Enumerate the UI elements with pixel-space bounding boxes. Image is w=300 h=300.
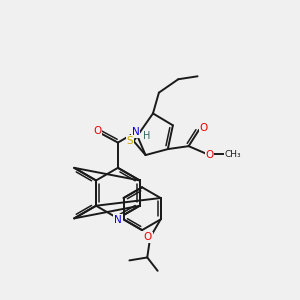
Text: O: O xyxy=(93,126,101,136)
Text: H: H xyxy=(143,131,151,141)
Text: N: N xyxy=(114,215,122,225)
Text: N: N xyxy=(132,127,140,137)
Text: O: O xyxy=(144,232,152,242)
Text: S: S xyxy=(127,136,134,146)
Text: O: O xyxy=(205,150,214,160)
Text: O: O xyxy=(200,123,208,133)
Text: CH₃: CH₃ xyxy=(224,150,241,159)
